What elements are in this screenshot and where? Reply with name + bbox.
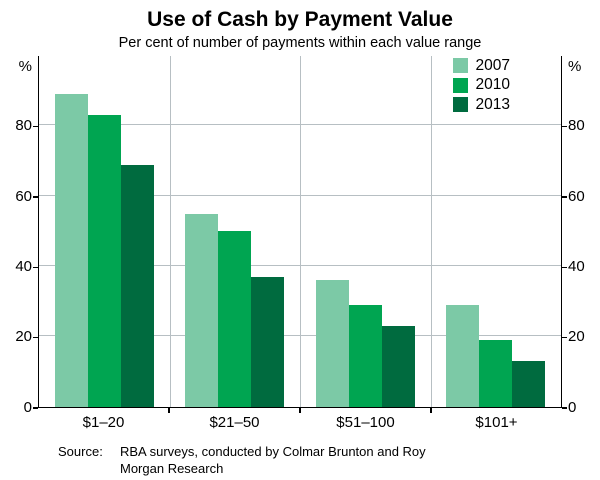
bar-2010-category-2 <box>218 231 252 407</box>
bar-groups <box>39 56 561 407</box>
legend-label-2010: 2010 <box>475 76 510 94</box>
y-tick-label-left: 60 <box>15 187 32 205</box>
legend-swatch-2007 <box>452 58 468 74</box>
category-separator <box>300 55 301 407</box>
bar-2013-category-1 <box>120 164 154 407</box>
y-tick-mark-left <box>33 196 38 198</box>
y-axis-unit-right: % <box>568 57 582 75</box>
y-tick-mark-right <box>562 125 567 128</box>
bar-2013-category-2 <box>251 276 285 407</box>
y-tick-label-left: 80 <box>15 117 32 135</box>
y-tick-mark-right <box>562 336 567 339</box>
y-tick-mark-right <box>562 266 567 269</box>
bar-2010-category-3 <box>348 305 382 407</box>
bar-group <box>300 56 431 407</box>
y-tick-mark-left <box>33 266 38 269</box>
x-category-label: $1–20 <box>82 413 125 431</box>
y-tick-label-left: 0 <box>23 398 32 416</box>
x-tick-mark <box>299 407 301 413</box>
legend: 2007 2010 2013 <box>452 56 510 117</box>
bar-2007-category-4 <box>446 305 480 407</box>
y-tick-mark-right <box>562 407 567 409</box>
source-label: Source: <box>58 443 103 459</box>
x-category-label: $51–100 <box>336 413 395 431</box>
bar-2013-category-3 <box>381 326 415 407</box>
y-tick-mark-right <box>562 196 567 198</box>
y-tick-label-left: 20 <box>15 328 32 346</box>
bar-2007-category-3 <box>315 280 349 407</box>
legend-swatch-2013 <box>452 97 468 113</box>
bar-2013-category-4 <box>512 361 546 407</box>
y-tick-mark-left <box>33 407 38 409</box>
legend-label-2013: 2013 <box>475 95 510 113</box>
x-category-label: $21–50 <box>209 413 260 431</box>
y-axis-unit-left: % <box>18 57 32 75</box>
legend-item-2007: 2007 <box>452 56 510 74</box>
bar-2010-category-4 <box>479 340 513 407</box>
y-tick-mark-left <box>33 336 38 339</box>
source-note: Source: RBA surveys, conducted by Colmar… <box>58 444 600 478</box>
bar-2007-category-2 <box>185 213 219 407</box>
chart-area: % % 0 0 20 20 40 40 60 60 80 80 $1–20 $21–50 $51–100… <box>0 55 600 434</box>
bar-group <box>170 56 301 407</box>
x-tick-mark <box>430 407 432 413</box>
y-tick-label-right: 20 <box>568 328 585 346</box>
y-tick-label-right: 80 <box>568 117 585 135</box>
chart-title: Use of Cash by Payment Value <box>147 8 453 31</box>
y-tick-label-right: 60 <box>568 187 585 205</box>
x-tick-mark <box>168 407 170 413</box>
legend-label-2007: 2007 <box>475 56 510 74</box>
category-separator <box>169 55 171 407</box>
y-tick-label-left: 40 <box>15 258 32 276</box>
source-text: RBA surveys, conducted by Colmar Brunton… <box>120 443 426 476</box>
category-separator <box>430 55 432 407</box>
y-tick-mark-left <box>33 125 38 128</box>
legend-item-2013: 2013 <box>452 95 510 113</box>
bar-2010-category-1 <box>87 115 121 407</box>
y-tick-label-right: 40 <box>568 258 585 276</box>
y-tick-label-right: 0 <box>568 398 577 416</box>
plot-area <box>38 55 562 408</box>
bar-group <box>431 56 562 407</box>
bar-group <box>39 56 170 407</box>
bar-2007-category-1 <box>54 94 88 407</box>
x-category-label: $101+ <box>475 413 518 431</box>
legend-item-2010: 2010 <box>452 76 510 94</box>
chart-subtitle: Per cent of number of payments within ea… <box>118 35 482 52</box>
legend-swatch-2010 <box>452 77 468 93</box>
